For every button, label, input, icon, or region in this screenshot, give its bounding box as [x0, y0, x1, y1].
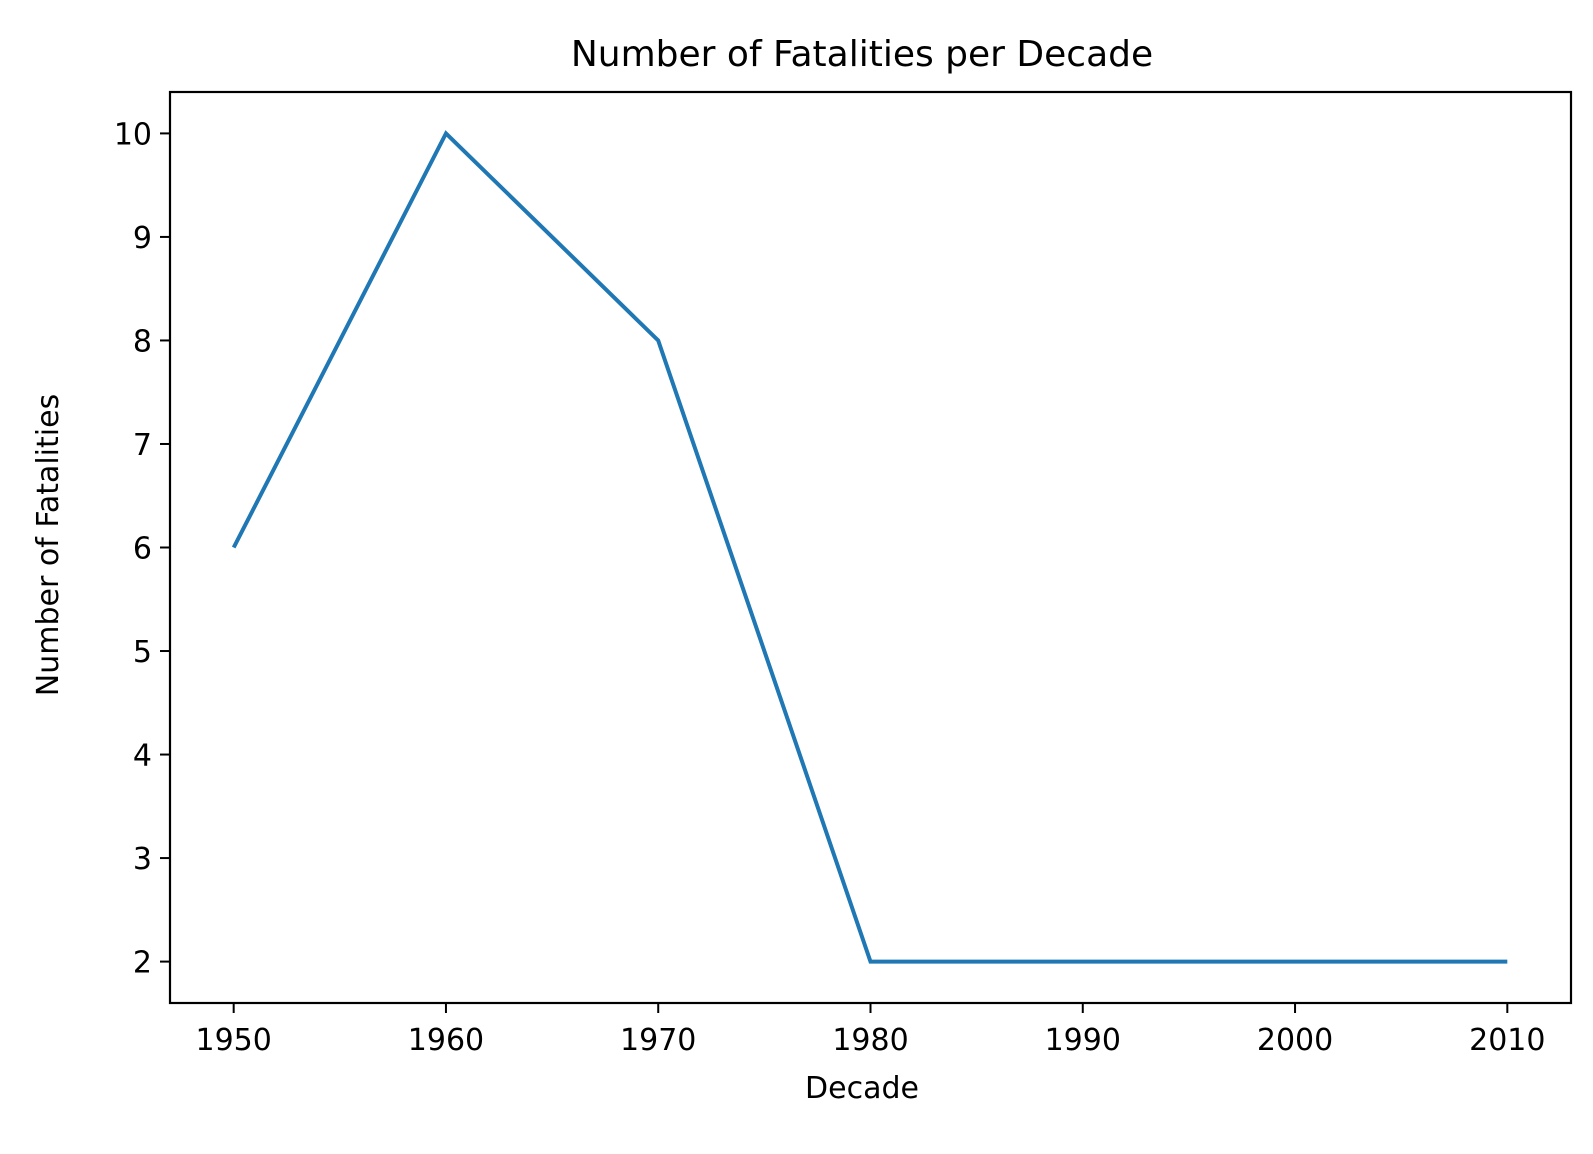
- x-tick-label: 1970: [620, 1023, 696, 1058]
- y-tick-label: 6: [133, 532, 152, 567]
- y-axis-title: Number of Fatalities: [31, 394, 66, 696]
- x-tick-label: 2000: [1257, 1023, 1333, 1058]
- y-tick-label: 10: [114, 117, 152, 152]
- y-axis-ticks: 2 3 4 5 6 7 8 9 10: [114, 117, 170, 981]
- axes-frame: [168, 90, 1573, 1005]
- x-axis-ticks: 1950 1960 1970 1980 1990 2000 2010: [196, 1003, 1545, 1058]
- y-tick-label: 2: [133, 946, 152, 981]
- chart-title: Number of Fatalities per Decade: [571, 34, 1153, 75]
- x-tick-label: 1960: [408, 1023, 484, 1058]
- x-axis-title: Decade: [805, 1071, 919, 1106]
- x-tick-label: 1950: [196, 1023, 272, 1058]
- y-tick-label: 9: [133, 221, 152, 256]
- y-tick-label: 7: [133, 428, 152, 463]
- x-tick-label: 1980: [832, 1023, 908, 1058]
- y-tick-label: 4: [133, 739, 152, 774]
- y-tick-label: 8: [133, 324, 152, 359]
- y-tick-label: 5: [133, 635, 152, 670]
- series-layer: [231, 130, 1508, 964]
- x-tick-label: 2010: [1469, 1023, 1545, 1058]
- y-tick-label: 3: [133, 842, 152, 877]
- x-tick-label: 1990: [1045, 1023, 1121, 1058]
